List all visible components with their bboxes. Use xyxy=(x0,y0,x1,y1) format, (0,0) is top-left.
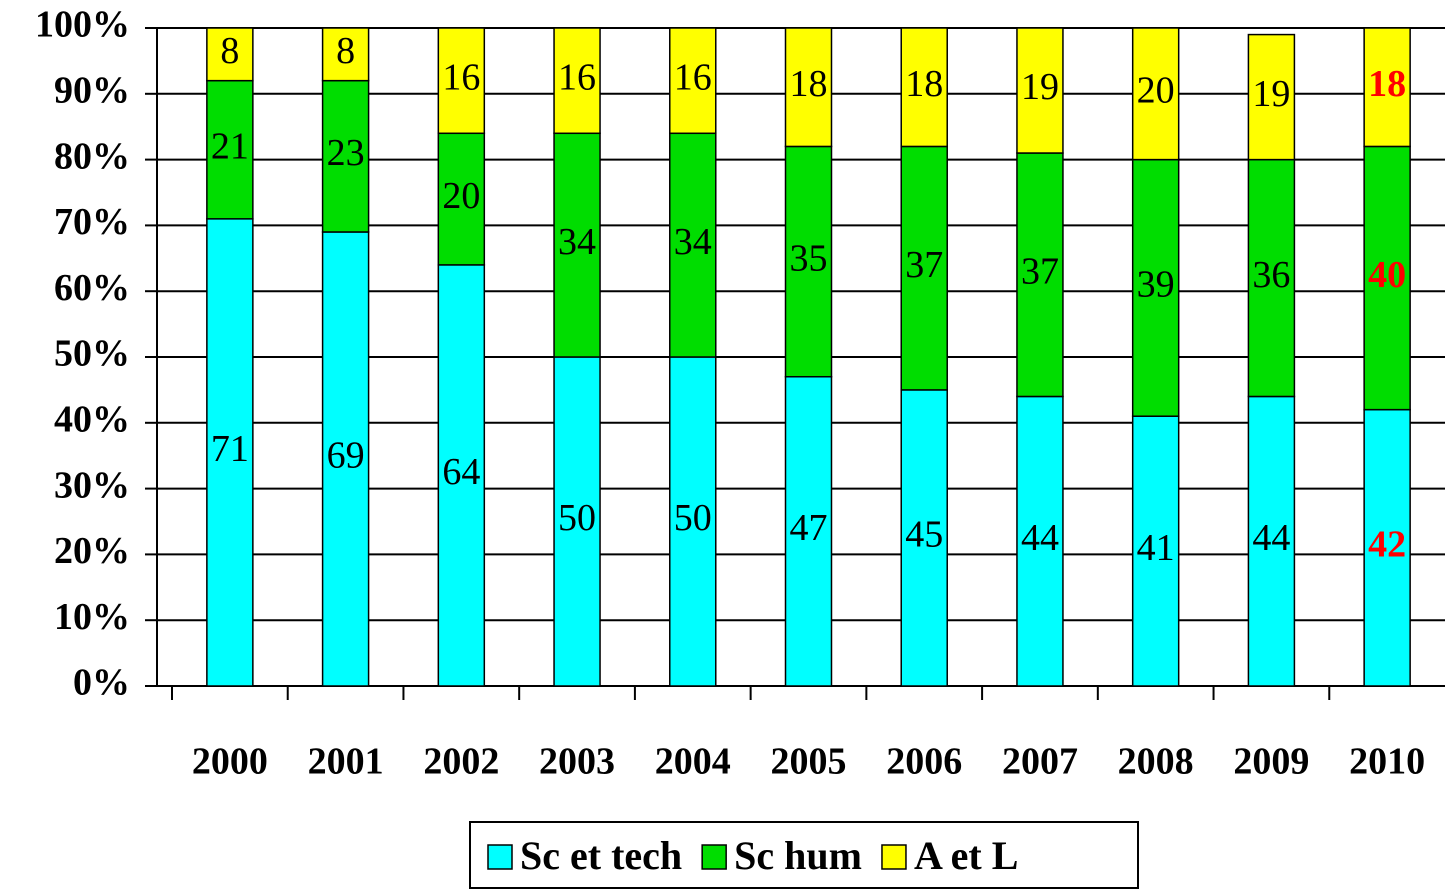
value-label: 44 xyxy=(1252,517,1290,559)
legend-box xyxy=(469,821,1139,889)
bar-segment xyxy=(1363,27,1411,148)
value-label: 39 xyxy=(1137,264,1175,306)
value-label: 18 xyxy=(1368,63,1406,105)
value-label: 41 xyxy=(1137,527,1175,569)
bar-segment xyxy=(1247,395,1296,687)
y-tick-label: 100% xyxy=(35,4,130,46)
x-tick-label: 2001 xyxy=(308,741,384,783)
value-label: 16 xyxy=(558,56,596,98)
x-tick-label: 2007 xyxy=(1002,741,1078,783)
value-label: 36 xyxy=(1252,254,1290,296)
bar-segment xyxy=(669,27,717,135)
value-label: 23 xyxy=(327,132,365,174)
legend-label: A et L xyxy=(914,833,1018,878)
y-tick-label: 50% xyxy=(54,333,130,375)
value-label: 16 xyxy=(442,56,480,98)
bar-segment xyxy=(553,27,601,135)
x-tick-label: 2009 xyxy=(1233,741,1309,783)
x-tick-label: 2005 xyxy=(771,741,847,783)
value-label: 34 xyxy=(674,221,712,263)
value-label: 40 xyxy=(1368,254,1406,296)
y-tick-label: 0% xyxy=(73,662,130,704)
value-label: 20 xyxy=(1137,70,1175,112)
bar-segment xyxy=(206,27,254,82)
bar-segment xyxy=(900,145,948,391)
x-tick-label: 2003 xyxy=(539,741,615,783)
value-label: 44 xyxy=(1021,517,1059,559)
x-tick-label: 2002 xyxy=(423,741,499,783)
legend-label: Sc et tech xyxy=(520,833,682,878)
bar-segment xyxy=(784,27,833,148)
value-label: 8 xyxy=(336,30,355,72)
bar-segment xyxy=(321,27,370,82)
legend-label: Sc hum xyxy=(734,833,862,878)
value-label: 64 xyxy=(442,451,480,493)
x-tick-label: 2008 xyxy=(1118,741,1194,783)
value-label: 18 xyxy=(790,63,828,105)
value-label: 50 xyxy=(558,497,596,539)
bar-segment xyxy=(437,132,486,266)
y-tick-label: 90% xyxy=(54,70,130,112)
y-tick-label: 20% xyxy=(54,530,130,572)
value-label: 20 xyxy=(442,175,480,217)
x-tick-label: 2000 xyxy=(192,741,268,783)
value-label: 18 xyxy=(905,63,943,105)
y-tick-label: 60% xyxy=(54,267,130,309)
bar-segment xyxy=(1131,27,1180,161)
value-label: 16 xyxy=(674,56,712,98)
legend-swatch xyxy=(487,844,513,870)
bar-segment xyxy=(669,132,717,358)
bar-segment xyxy=(437,27,486,135)
bar-segment xyxy=(900,389,948,687)
value-label: 69 xyxy=(327,435,365,477)
bar-segment xyxy=(1247,33,1296,161)
value-label: 71 xyxy=(211,428,249,470)
y-tick-label: 30% xyxy=(54,464,130,506)
value-label: 42 xyxy=(1368,524,1406,566)
value-label: 21 xyxy=(211,125,249,167)
x-tick-label: 2010 xyxy=(1349,741,1425,783)
value-label: 34 xyxy=(558,221,596,263)
y-tick-label: 10% xyxy=(54,596,130,638)
value-label: 19 xyxy=(1252,73,1290,115)
bar-segment xyxy=(321,231,370,687)
value-label: 45 xyxy=(905,514,943,556)
value-label: 19 xyxy=(1021,66,1059,108)
value-label: 37 xyxy=(1021,250,1059,292)
bar-segment xyxy=(900,27,948,148)
bar-segment xyxy=(206,79,254,220)
bar-segment xyxy=(1363,408,1411,687)
value-label: 50 xyxy=(674,497,712,539)
y-tick-label: 80% xyxy=(54,135,130,177)
bar-segment xyxy=(553,132,601,358)
bar-segment xyxy=(784,375,833,687)
legend-swatch xyxy=(701,844,727,870)
x-tick-label: 2004 xyxy=(655,741,731,783)
value-label: 47 xyxy=(790,507,828,549)
bar-segment xyxy=(1016,152,1064,398)
bar-segment xyxy=(669,356,717,687)
y-tick-label: 40% xyxy=(54,399,130,441)
bar-segment xyxy=(553,356,601,687)
x-tick-label: 2006 xyxy=(886,741,962,783)
legend-swatch xyxy=(881,844,907,870)
bar-segment xyxy=(1016,395,1064,687)
value-label: 37 xyxy=(905,244,943,286)
bar-segment xyxy=(1363,145,1411,411)
bar-segment xyxy=(321,79,370,233)
value-label: 35 xyxy=(790,237,828,279)
bar-segment xyxy=(437,264,486,687)
y-tick-label: 70% xyxy=(54,201,130,243)
value-label: 8 xyxy=(220,30,239,72)
bar-segment xyxy=(1016,27,1064,154)
bar-segment xyxy=(1247,158,1296,398)
